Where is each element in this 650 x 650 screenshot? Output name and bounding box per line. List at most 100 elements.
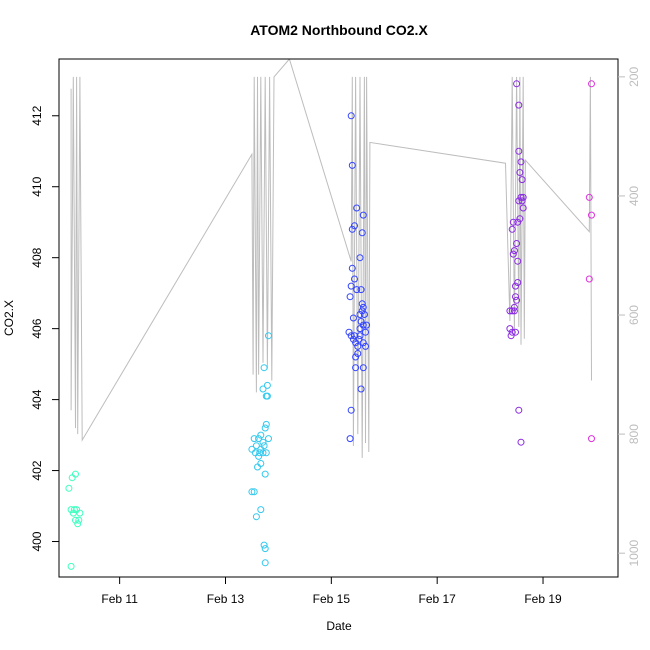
data-point (507, 332, 515, 340)
data-point (588, 211, 595, 219)
data-point (514, 218, 522, 226)
data-point (250, 488, 258, 496)
data-point (261, 559, 269, 567)
y-tick-label: 402 (30, 460, 44, 480)
data-point (259, 438, 267, 446)
data-point (585, 193, 593, 201)
data-point (248, 488, 256, 496)
x-tick-label: Feb 17 (418, 592, 456, 606)
y-tick-label: 412 (30, 105, 44, 125)
y-tick-label: 406 (30, 318, 44, 338)
altitude-line (70, 59, 592, 458)
x-tick-label: Feb 11 (101, 592, 138, 606)
data-point (362, 328, 369, 336)
data-point (347, 282, 355, 290)
data-point (76, 509, 84, 517)
data-point (351, 275, 358, 283)
data-point (256, 449, 264, 457)
data-point (354, 342, 362, 350)
data-point (517, 193, 525, 201)
data-point (358, 307, 366, 315)
data-point (510, 247, 518, 255)
data-point (70, 506, 78, 514)
x-tick-label: Feb 15 (313, 592, 351, 606)
data-point (356, 332, 364, 340)
data-point (252, 513, 260, 521)
data-point (348, 225, 356, 233)
data-point (519, 204, 527, 212)
data-point (352, 353, 360, 361)
data-point (515, 406, 523, 414)
data-point (508, 225, 516, 233)
y2-tick-label: 600 (627, 305, 641, 325)
data-point (359, 339, 367, 347)
data-point (515, 197, 523, 205)
plot-area (65, 59, 595, 570)
data-point (506, 325, 514, 333)
x-tick-label: Feb 13 (207, 592, 245, 606)
data-point (259, 385, 267, 393)
data-point (516, 215, 524, 223)
data-point (359, 211, 367, 219)
data-point (261, 545, 269, 553)
data-point (585, 275, 593, 283)
data-point (75, 516, 83, 524)
y-tick-label: 408 (30, 247, 44, 267)
data-point (518, 176, 526, 184)
data-point (359, 303, 367, 311)
data-point (265, 332, 272, 340)
data-point (509, 218, 517, 226)
data-point (262, 420, 270, 428)
data-point (510, 303, 518, 311)
data-point (518, 197, 526, 205)
data-point (363, 321, 371, 329)
data-point (255, 452, 263, 460)
data-point (358, 229, 366, 237)
y2-axis: 200 400 600 800 1000 (618, 67, 641, 567)
x-tick-label: Feb 19 (524, 592, 562, 606)
data-point (345, 328, 353, 336)
data-point (348, 264, 356, 272)
data-point (263, 381, 271, 389)
data-point (261, 470, 269, 478)
y2-tick-label: 200 (627, 67, 641, 87)
data-point (260, 541, 268, 549)
data-point (265, 435, 272, 443)
data-point (356, 325, 364, 333)
data-point (356, 254, 364, 262)
data-point (252, 442, 260, 450)
y-axis-label: CO2.X (2, 300, 16, 336)
data-point (360, 311, 368, 318)
data-point (347, 112, 355, 120)
data-point (257, 431, 265, 439)
data-point (354, 350, 362, 357)
x-axis: Feb 11 Feb 13 Feb 15 Feb 17 Feb 19 (101, 577, 562, 606)
data-point (259, 449, 267, 457)
data-point (588, 435, 595, 443)
data-point (65, 484, 73, 492)
data-point (353, 204, 361, 212)
data-point (68, 474, 76, 482)
data-point (348, 161, 356, 169)
data-point (254, 463, 261, 471)
data-point (513, 80, 521, 88)
data-point (261, 424, 269, 432)
data-point (517, 158, 525, 166)
data-point (514, 279, 522, 286)
data-point (513, 296, 521, 304)
data-point (362, 342, 369, 350)
data-point (513, 240, 521, 247)
data-point (257, 460, 265, 467)
data-point (260, 442, 268, 450)
y-tick-label: 400 (30, 531, 44, 551)
data-point (255, 435, 263, 443)
data-point (517, 438, 525, 446)
plot-frame (58, 58, 619, 578)
data-point (509, 250, 517, 258)
data-point (357, 318, 365, 325)
y-axis: 400 402 404 406 408 410 412 (30, 105, 59, 552)
data-point (346, 293, 354, 301)
data-point (359, 364, 367, 372)
y-tick-label: 404 (30, 389, 44, 409)
data-point (588, 80, 595, 88)
